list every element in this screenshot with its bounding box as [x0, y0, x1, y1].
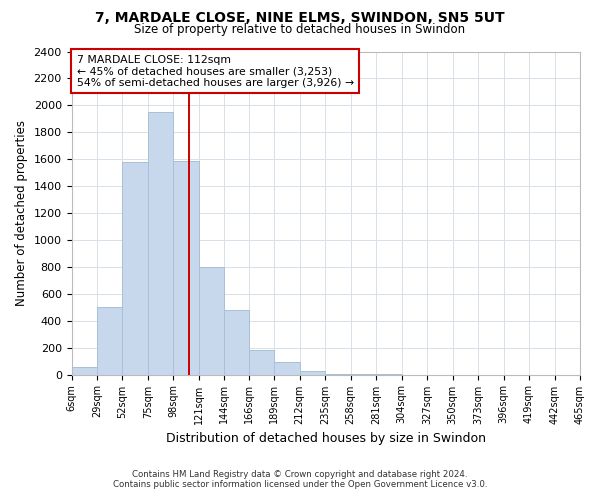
Bar: [249, 350, 274, 374]
Text: 7 MARDALE CLOSE: 112sqm
← 45% of detached houses are smaller (3,253)
54% of semi: 7 MARDALE CLOSE: 112sqm ← 45% of detache…: [77, 54, 354, 88]
Bar: [300, 370, 325, 374]
Bar: [97, 308, 122, 374]
Bar: [274, 362, 300, 374]
Bar: [71, 367, 97, 374]
Y-axis label: Number of detached properties: Number of detached properties: [15, 120, 28, 306]
Bar: [224, 310, 249, 374]
Text: Contains HM Land Registry data © Crown copyright and database right 2024.
Contai: Contains HM Land Registry data © Crown c…: [113, 470, 487, 489]
Bar: [148, 112, 173, 374]
Bar: [173, 160, 199, 374]
Bar: [122, 162, 148, 374]
Text: Size of property relative to detached houses in Swindon: Size of property relative to detached ho…: [134, 22, 466, 36]
Text: 7, MARDALE CLOSE, NINE ELMS, SWINDON, SN5 5UT: 7, MARDALE CLOSE, NINE ELMS, SWINDON, SN…: [95, 11, 505, 25]
X-axis label: Distribution of detached houses by size in Swindon: Distribution of detached houses by size …: [166, 432, 486, 445]
Bar: [199, 267, 224, 374]
